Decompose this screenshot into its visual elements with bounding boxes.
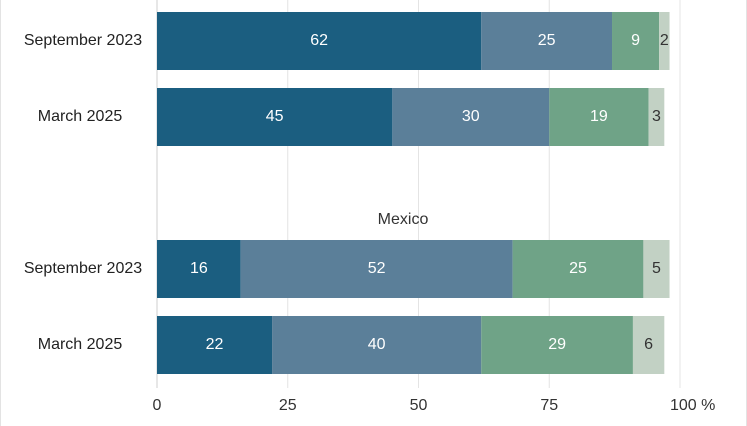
- bar-segment-3: [549, 88, 649, 146]
- bar-segment-4: [632, 316, 665, 374]
- data-label: 30: [462, 108, 480, 125]
- bar-segment-2: [272, 316, 482, 374]
- data-labels: 62 25 9 2 45 30 19 3 16 52 25 5 22 40 29 6: [190, 32, 669, 353]
- category-label: March 2025: [38, 336, 123, 353]
- left-frame-edge: [0, 0, 1, 426]
- x-axis-ticks: 0 25 50 75 100 %: [153, 397, 716, 414]
- bar-segment-3: [512, 240, 644, 298]
- bar-segment-4: [659, 12, 670, 70]
- data-label: 45: [266, 108, 284, 125]
- category-label: March 2025: [38, 108, 123, 125]
- bar-segment-1: [157, 12, 482, 70]
- bar-segment-1: [157, 240, 241, 298]
- x-tick-label: 25: [279, 397, 297, 414]
- bar-segment-4: [648, 88, 665, 146]
- group-titles: Mexico: [378, 211, 429, 228]
- category-label: September 2023: [24, 260, 142, 277]
- x-tick-label: 75: [540, 397, 558, 414]
- bar-segment-2: [481, 12, 613, 70]
- x-tick-label: 0: [153, 397, 162, 414]
- data-label: 2: [660, 32, 669, 49]
- x-tick-label: 50: [410, 397, 428, 414]
- data-label: 16: [190, 260, 208, 277]
- group-title: Mexico: [378, 211, 429, 228]
- data-label: 3: [652, 108, 661, 125]
- data-label: 40: [368, 336, 386, 353]
- bar-segments: [157, 12, 670, 374]
- bar-segment-2: [240, 240, 513, 298]
- data-label: 9: [631, 32, 640, 49]
- x-tick-label: 100 %: [670, 397, 715, 414]
- bar-segment-3: [481, 316, 633, 374]
- bar-segment-1: [157, 316, 273, 374]
- bar-segment-1: [157, 88, 393, 146]
- data-label: 25: [538, 32, 556, 49]
- data-label: 62: [310, 32, 328, 49]
- category-label: September 2023: [24, 32, 142, 49]
- data-label: 29: [548, 336, 566, 353]
- data-label: 25: [569, 260, 587, 277]
- bar-segment-4: [643, 240, 670, 298]
- bar-segment-2: [392, 88, 550, 146]
- bar-segment-3: [612, 12, 660, 70]
- data-label: 6: [644, 336, 653, 353]
- data-label: 5: [652, 260, 661, 277]
- data-label: 52: [368, 260, 386, 277]
- data-label: 22: [206, 336, 224, 353]
- data-label: 19: [590, 108, 608, 125]
- category-labels: September 2023 March 2025 September 2023 Ma…: [24, 32, 142, 353]
